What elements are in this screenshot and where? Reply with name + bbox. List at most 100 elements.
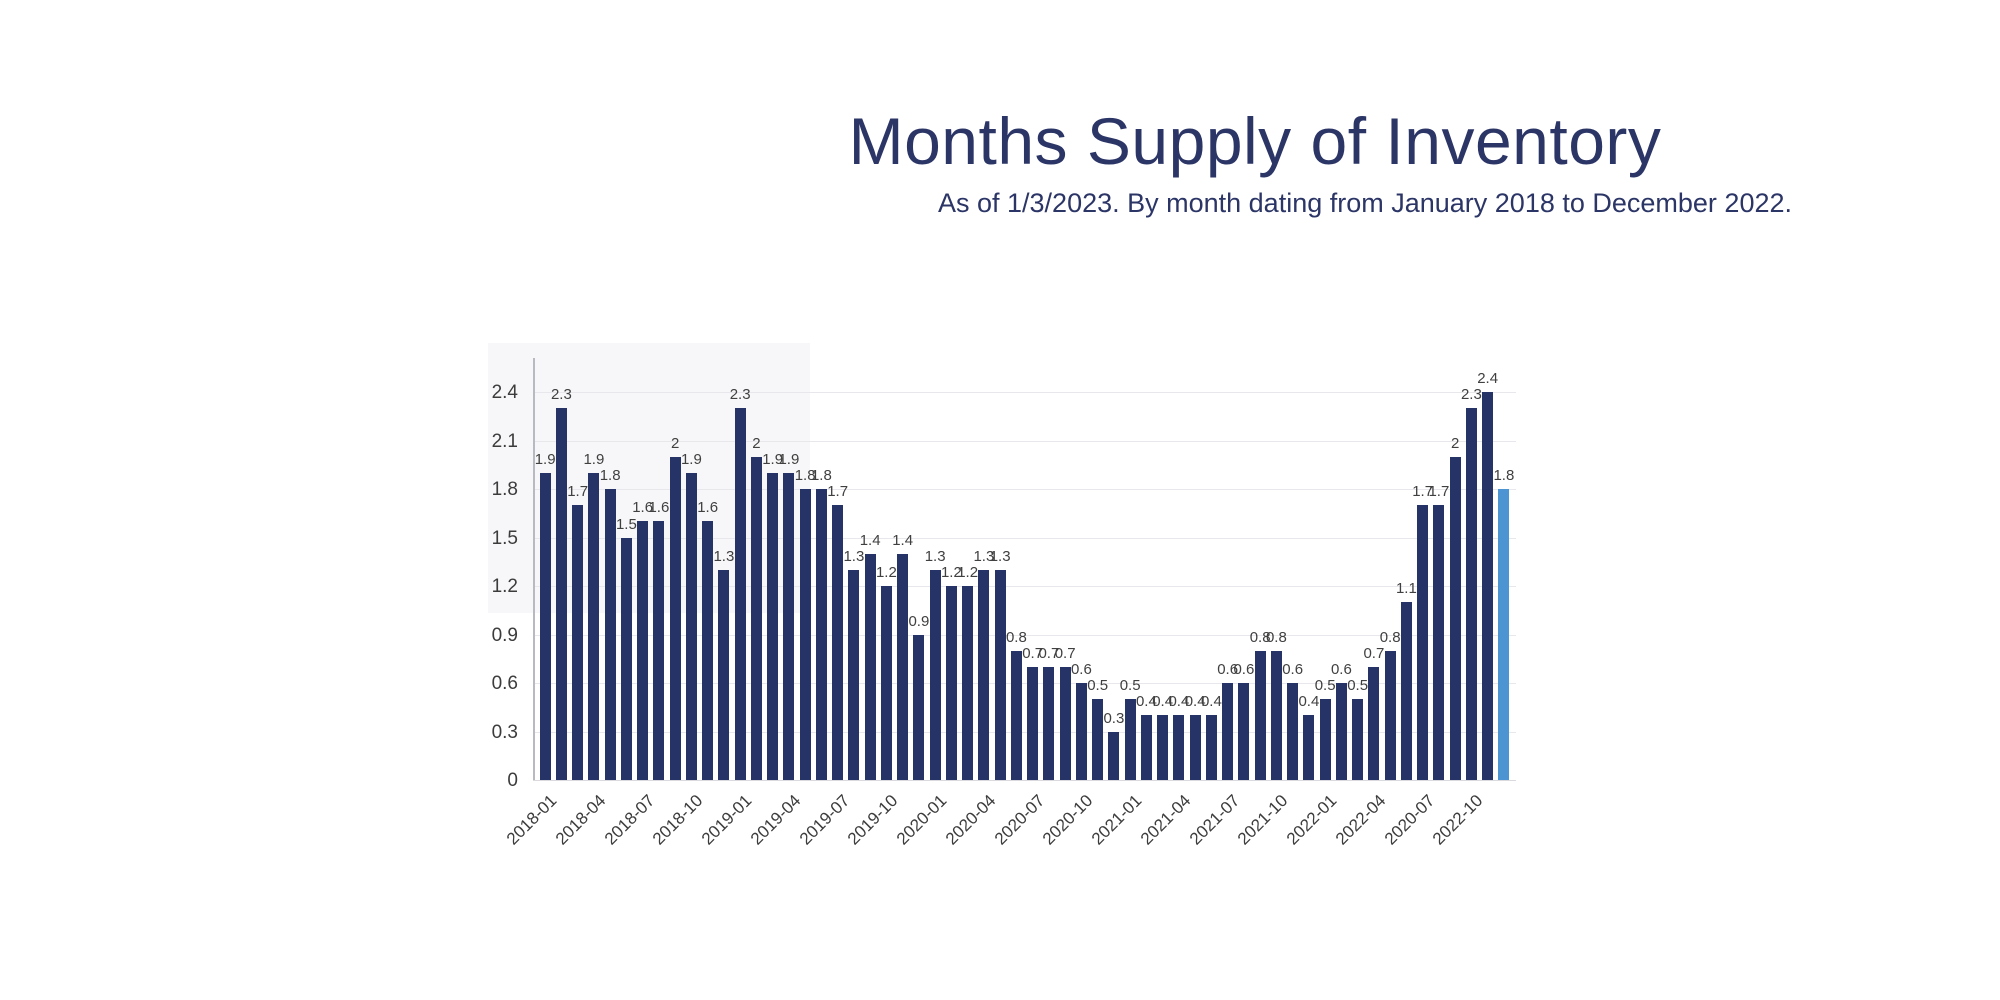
bar-value-label: 0.6	[1070, 661, 1092, 678]
bar-2021-07[interactable]	[1222, 683, 1234, 780]
bar-value-label: 0.6	[1282, 661, 1304, 678]
bar-2020-12[interactable]	[1108, 731, 1120, 780]
y-axis-tick-label: 0.6	[491, 673, 518, 694]
bar-2021-01[interactable]	[1124, 699, 1136, 780]
bar-2021-11[interactable]	[1287, 683, 1299, 780]
y-axis-tick-label: 2.4	[491, 382, 518, 403]
bar-2022-03[interactable]	[1352, 699, 1364, 780]
bar-2021-09[interactable]	[1254, 650, 1266, 780]
bar-2019-07[interactable]	[832, 505, 844, 780]
bar-value-label: 1.9	[583, 450, 605, 468]
bar-value-label: 0.4	[1135, 693, 1157, 711]
bar-2019-01[interactable]	[734, 408, 746, 780]
bar-2019-06[interactable]	[815, 489, 827, 780]
bar-value-label: 0.5	[1314, 677, 1336, 695]
bar-2020-04[interactable]	[978, 569, 990, 780]
bar-2019-08[interactable]	[848, 569, 860, 780]
bar-2022-11[interactable]	[1482, 392, 1494, 780]
bar-2019-12[interactable]	[913, 634, 925, 780]
bar-2019-09[interactable]	[864, 553, 876, 780]
bar-2019-10[interactable]	[880, 586, 892, 780]
bar-2022-01[interactable]	[1319, 699, 1331, 780]
bar-2018-06[interactable]	[620, 537, 632, 780]
y-axis-tick-label: 1.8	[491, 479, 518, 500]
bar-2018-08[interactable]	[653, 521, 665, 780]
bar-2022-02[interactable]	[1335, 683, 1347, 780]
bar-2022-07[interactable]	[1417, 505, 1429, 780]
bar-2019-04[interactable]	[783, 472, 795, 780]
bar-value-label: 0.3	[1103, 709, 1125, 727]
bar-value-label: 0.9	[908, 612, 930, 630]
bar-2018-07[interactable]	[637, 521, 649, 780]
bar-2020-10[interactable]	[1075, 683, 1087, 780]
gridline	[533, 537, 1516, 539]
bar-2022-08[interactable]	[1433, 505, 1445, 780]
bar-2021-10[interactable]	[1270, 650, 1282, 780]
bar-2021-04[interactable]	[1173, 715, 1185, 780]
bar-2020-09[interactable]	[1059, 666, 1071, 780]
bar-value-label: 1.2	[957, 564, 979, 581]
bar-value-label: 2.3	[729, 386, 751, 404]
bar-value-label: 2.3	[1460, 386, 1482, 404]
bar-value-label: 0.4	[1184, 693, 1206, 711]
bar-2021-08[interactable]	[1238, 683, 1250, 780]
bar-value-label: 0.8	[1265, 628, 1287, 646]
bar-2020-05[interactable]	[994, 569, 1006, 780]
bar-2020-06[interactable]	[1010, 650, 1022, 780]
bar-2020-01[interactable]	[929, 569, 941, 780]
bar-2020-08[interactable]	[1043, 666, 1055, 780]
bar-2019-11[interactable]	[897, 553, 909, 780]
bar-2020-11[interactable]	[1092, 699, 1104, 780]
bar-2018-11[interactable]	[702, 521, 714, 780]
bar-value-label: 0.7	[1054, 644, 1076, 662]
bar-value-label: 1.6	[648, 499, 670, 517]
bar-2021-12[interactable]	[1303, 715, 1315, 780]
bar-2022-09[interactable]	[1449, 456, 1461, 780]
bar-2018-02[interactable]	[555, 408, 567, 780]
bar-2020-07[interactable]	[1027, 666, 1039, 780]
bar-2022-04[interactable]	[1368, 666, 1380, 780]
bar-2021-05[interactable]	[1189, 715, 1201, 780]
bar-2022-12[interactable]	[1498, 489, 1510, 780]
bar-2018-03[interactable]	[572, 505, 584, 780]
bar-2021-03[interactable]	[1157, 715, 1169, 780]
bar-value-label: 2.4	[1477, 370, 1499, 387]
bar-value-label: 0.6	[1330, 661, 1352, 678]
bar-2019-03[interactable]	[767, 472, 779, 780]
bar-value-label: 1.5	[615, 515, 637, 533]
bar-value-label: 1.6	[697, 499, 719, 517]
bar-value-label: 0.8	[1005, 628, 1027, 646]
bar-2018-12[interactable]	[718, 569, 730, 780]
bar-value-label: 0.8	[1379, 628, 1401, 646]
bar-value-label: 0.5	[1347, 677, 1369, 695]
bar-value-label: 0.4	[1298, 693, 1320, 711]
bar-value-label: 2	[752, 434, 761, 452]
bar-2022-06[interactable]	[1400, 602, 1412, 780]
bar-value-label: 2	[1450, 434, 1460, 452]
bar-2018-01[interactable]	[539, 472, 551, 780]
bar-2019-05[interactable]	[799, 489, 811, 780]
bar-2021-06[interactable]	[1205, 715, 1217, 780]
bar-value-label: 1.4	[859, 531, 881, 549]
bar-2021-02[interactable]	[1140, 715, 1152, 780]
y-axis-line	[533, 358, 535, 780]
bar-value-label: 1.7	[1412, 483, 1434, 501]
bar-2018-04[interactable]	[588, 472, 600, 780]
bar-2018-05[interactable]	[604, 489, 616, 780]
bar-2020-03[interactable]	[962, 586, 974, 780]
bar-value-label: 1.6	[632, 499, 654, 517]
bar-value-label: 1.8	[1493, 467, 1515, 484]
bar-2018-10[interactable]	[685, 472, 697, 780]
bar-2020-02[interactable]	[945, 586, 957, 780]
bar-2022-10[interactable]	[1465, 408, 1477, 780]
gridline	[533, 440, 1516, 442]
bar-value-label: 1.9	[778, 450, 800, 468]
bar-value-label: 0.4	[1152, 693, 1174, 711]
bar-value-label: 0.5	[1119, 677, 1141, 695]
bar-2022-05[interactable]	[1384, 650, 1396, 780]
bar-2019-02[interactable]	[750, 456, 762, 780]
bar-value-label: 1.3	[973, 547, 995, 565]
y-axis-tick-label: 0.9	[491, 624, 518, 646]
bar-value-label: 0.6	[1233, 661, 1255, 678]
bar-2018-09[interactable]	[669, 456, 681, 780]
